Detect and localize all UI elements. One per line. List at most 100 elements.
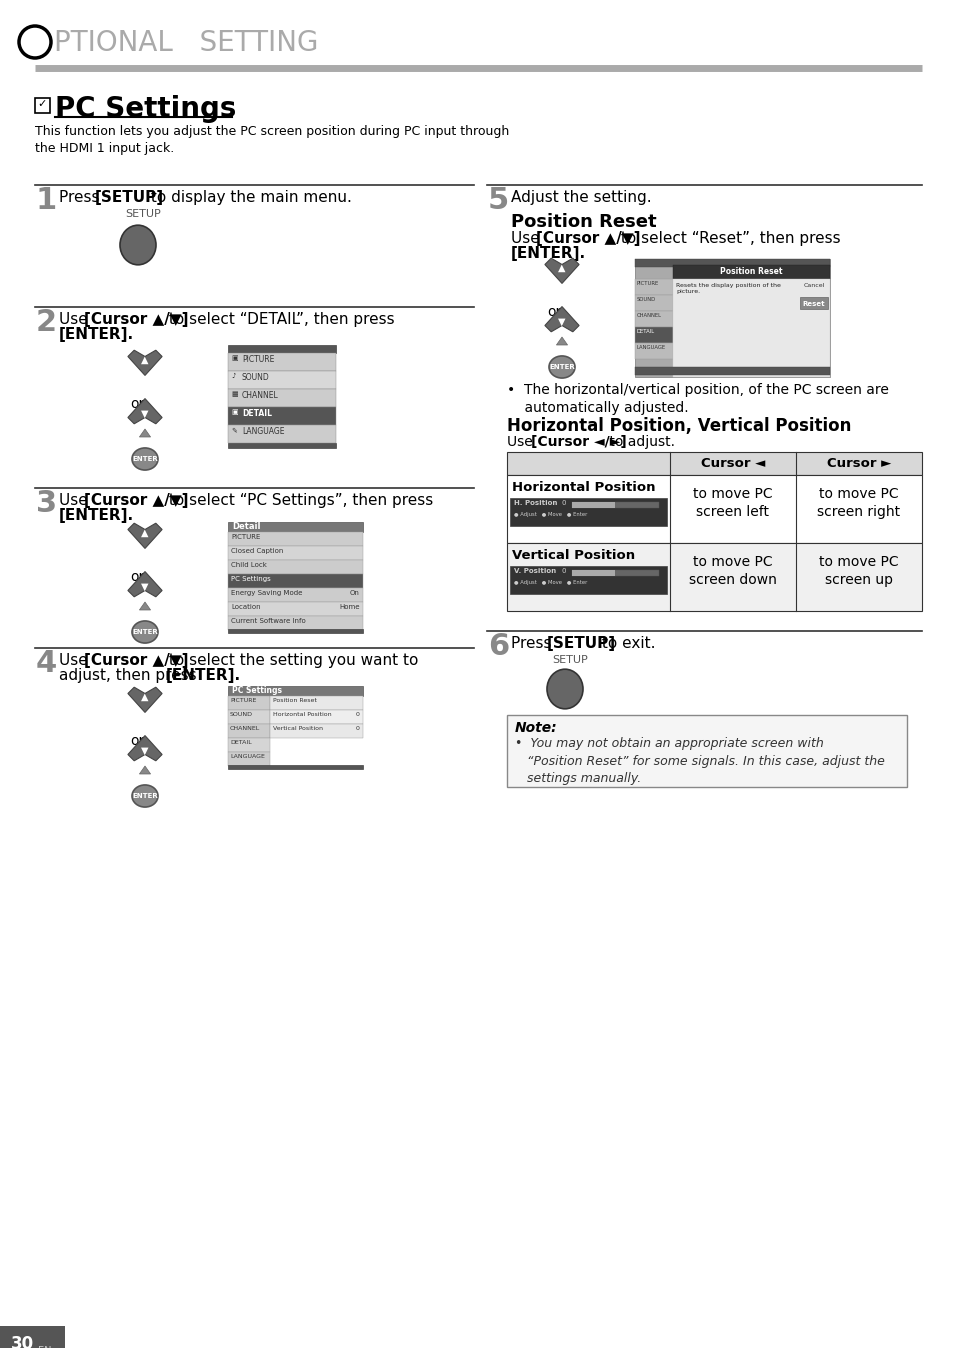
Text: Position Reset: Position Reset	[720, 267, 781, 276]
Text: Horizontal Position: Horizontal Position	[512, 481, 655, 493]
FancyBboxPatch shape	[506, 452, 921, 474]
FancyBboxPatch shape	[228, 407, 335, 425]
Text: Use: Use	[59, 652, 92, 669]
Text: to move PC
screen right: to move PC screen right	[817, 487, 900, 519]
Text: [Cursor ▲/▼]: [Cursor ▲/▼]	[84, 493, 189, 508]
Text: to display the main menu.: to display the main menu.	[146, 190, 352, 205]
FancyBboxPatch shape	[228, 371, 335, 390]
FancyBboxPatch shape	[228, 532, 363, 546]
Text: This function lets you adjust the PC screen position during PC input through
the: This function lets you adjust the PC scr…	[35, 125, 509, 155]
Text: PICTURE: PICTURE	[231, 534, 260, 541]
Text: ▼: ▼	[558, 317, 565, 328]
FancyBboxPatch shape	[228, 766, 363, 768]
Text: Press: Press	[511, 636, 556, 651]
Text: Horizontal Position: Horizontal Position	[273, 712, 332, 717]
Text: DETAIL: DETAIL	[242, 408, 272, 418]
Text: Energy Saving Mode: Energy Saving Mode	[231, 590, 302, 596]
Text: Vertical Position: Vertical Position	[273, 727, 323, 731]
Text: 30: 30	[10, 1335, 33, 1348]
Text: ▲: ▲	[141, 355, 149, 365]
Text: [SETUP]: [SETUP]	[546, 636, 616, 651]
Text: Horizontal Position, Vertical Position: Horizontal Position, Vertical Position	[506, 417, 850, 435]
Text: Position Reset: Position Reset	[511, 213, 656, 231]
FancyBboxPatch shape	[228, 546, 363, 559]
Text: ● Adjust   ● Move   ● Enter: ● Adjust ● Move ● Enter	[514, 512, 587, 518]
Text: ▼: ▼	[141, 408, 149, 419]
Text: •  The horizontal/vertical position, of the PC screen are
    automatically adju: • The horizontal/vertical position, of t…	[506, 383, 888, 415]
Text: ▣: ▣	[231, 408, 237, 415]
Text: or: or	[546, 305, 560, 319]
FancyBboxPatch shape	[572, 570, 659, 576]
Polygon shape	[128, 736, 162, 760]
Text: Home: Home	[339, 604, 359, 611]
Text: adjust, then press: adjust, then press	[59, 669, 201, 683]
Text: •  You may not obtain an appropriate screen with
   “Position Reset” for some si: • You may not obtain an appropriate scre…	[515, 737, 884, 785]
Text: [Cursor ▲/▼]: [Cursor ▲/▼]	[536, 231, 639, 245]
Text: ENTER: ENTER	[549, 364, 575, 369]
Text: On: On	[350, 590, 359, 596]
Text: 2: 2	[36, 307, 57, 337]
Text: Adjust the setting.: Adjust the setting.	[511, 190, 651, 205]
Text: or: or	[130, 570, 144, 584]
FancyBboxPatch shape	[572, 501, 659, 508]
Text: Note:: Note:	[515, 721, 558, 735]
Polygon shape	[128, 399, 162, 423]
Text: Child Lock: Child Lock	[231, 562, 267, 568]
Text: ✎: ✎	[231, 427, 236, 433]
FancyBboxPatch shape	[228, 686, 363, 696]
Text: EN: EN	[38, 1347, 51, 1348]
Text: [SETUP]: [SETUP]	[95, 190, 164, 205]
Text: [ENTER].: [ENTER].	[166, 669, 241, 683]
Text: to move PC
screen down: to move PC screen down	[688, 555, 776, 588]
FancyBboxPatch shape	[228, 522, 363, 532]
Text: ▦: ▦	[231, 391, 237, 398]
Text: Position Reset: Position Reset	[273, 698, 316, 704]
FancyBboxPatch shape	[228, 443, 335, 448]
FancyBboxPatch shape	[228, 588, 363, 603]
FancyBboxPatch shape	[510, 566, 666, 594]
Text: or: or	[130, 398, 144, 411]
Text: SOUND: SOUND	[637, 297, 656, 302]
Text: [Cursor ▲/▼]: [Cursor ▲/▼]	[84, 652, 189, 669]
Text: SOUND: SOUND	[230, 712, 253, 717]
FancyBboxPatch shape	[270, 724, 363, 737]
Text: ♪: ♪	[231, 373, 235, 379]
Text: ENTER: ENTER	[132, 793, 157, 799]
Text: ▼: ▼	[141, 745, 149, 756]
Text: 5: 5	[488, 186, 509, 214]
Ellipse shape	[120, 225, 156, 264]
Ellipse shape	[132, 785, 158, 807]
FancyBboxPatch shape	[672, 266, 829, 279]
Text: DETAIL: DETAIL	[637, 329, 655, 334]
FancyBboxPatch shape	[228, 603, 363, 616]
Text: PICTURE: PICTURE	[230, 698, 256, 704]
Text: SETUP: SETUP	[552, 655, 587, 665]
FancyBboxPatch shape	[635, 367, 829, 375]
Text: SOUND: SOUND	[242, 373, 270, 381]
Text: [Cursor ◄/►]: [Cursor ◄/►]	[531, 435, 626, 449]
Text: LANGUAGE: LANGUAGE	[242, 427, 284, 435]
Text: Use: Use	[511, 231, 544, 245]
Text: CHANNEL: CHANNEL	[637, 313, 661, 318]
Text: Cursor ►: Cursor ►	[826, 457, 890, 470]
Text: Detail: Detail	[232, 522, 260, 531]
Text: CHANNEL: CHANNEL	[242, 391, 278, 400]
FancyBboxPatch shape	[228, 353, 335, 371]
FancyBboxPatch shape	[228, 630, 363, 634]
Text: PICTURE: PICTURE	[637, 280, 659, 286]
Text: Closed Caption: Closed Caption	[231, 549, 283, 554]
FancyBboxPatch shape	[270, 710, 363, 724]
FancyBboxPatch shape	[672, 279, 829, 377]
Text: [ENTER].: [ENTER].	[59, 328, 134, 342]
Text: ✓: ✓	[37, 98, 47, 109]
FancyBboxPatch shape	[635, 295, 672, 311]
Text: 1: 1	[36, 186, 57, 214]
FancyBboxPatch shape	[270, 696, 363, 710]
Text: [Cursor ▲/▼]: [Cursor ▲/▼]	[84, 311, 189, 328]
Polygon shape	[128, 350, 162, 375]
Text: Location: Location	[231, 604, 260, 611]
FancyBboxPatch shape	[572, 570, 615, 576]
Text: [ENTER].: [ENTER].	[59, 508, 134, 523]
FancyBboxPatch shape	[635, 342, 672, 359]
Text: Use: Use	[59, 493, 92, 508]
